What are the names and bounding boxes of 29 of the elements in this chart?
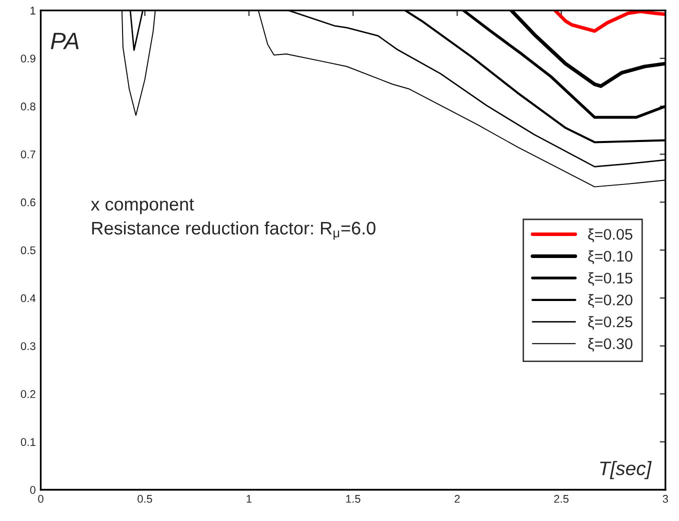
- y-tick-label: 0.8: [20, 102, 36, 110]
- legend-label: ξ=0.25: [588, 316, 632, 330]
- y-tick-label: 0.4: [20, 294, 36, 302]
- y-tick-label: 0.1: [20, 438, 36, 446]
- annotation: PA: [50, 32, 79, 50]
- legend-label: ξ=0.15: [588, 272, 632, 286]
- legend-label: ξ=0.20: [588, 294, 632, 308]
- y-tick-label: 0.5: [20, 246, 36, 254]
- legend-label: ξ=0.30: [588, 338, 632, 352]
- x-tick-label: 2.5: [554, 494, 569, 503]
- y-tick-label: 0.2: [20, 390, 36, 398]
- x-tick-label: 1: [246, 495, 252, 503]
- legend-label: ξ=0.05: [588, 228, 632, 242]
- y-tick-label: 1: [30, 6, 36, 14]
- x-tick-label: 1.5: [346, 495, 360, 503]
- x-axis-title: T[sec]: [600, 460, 652, 480]
- y-tick-label: 0.3: [20, 342, 36, 350]
- annotation: Resistance reduction factor: R$_{μ}$=6.0: [92, 221, 376, 240]
- y-tick-label: 0.6: [20, 198, 36, 206]
- x-tick-label: 2: [454, 494, 460, 503]
- x-tick-label: 0: [38, 494, 44, 503]
- x-tick-label: 3: [662, 494, 668, 503]
- line-series: [553, 10, 666, 33]
- y-tick-label: 0.9: [20, 54, 36, 62]
- y-tick-label: 0: [30, 486, 36, 494]
- y-tick-label: 0.7: [20, 150, 36, 158]
- annotation: x component: [90, 198, 194, 214]
- legend-label: ξ=0.10: [588, 250, 632, 264]
- x-tick-label: 0.5: [138, 494, 152, 503]
